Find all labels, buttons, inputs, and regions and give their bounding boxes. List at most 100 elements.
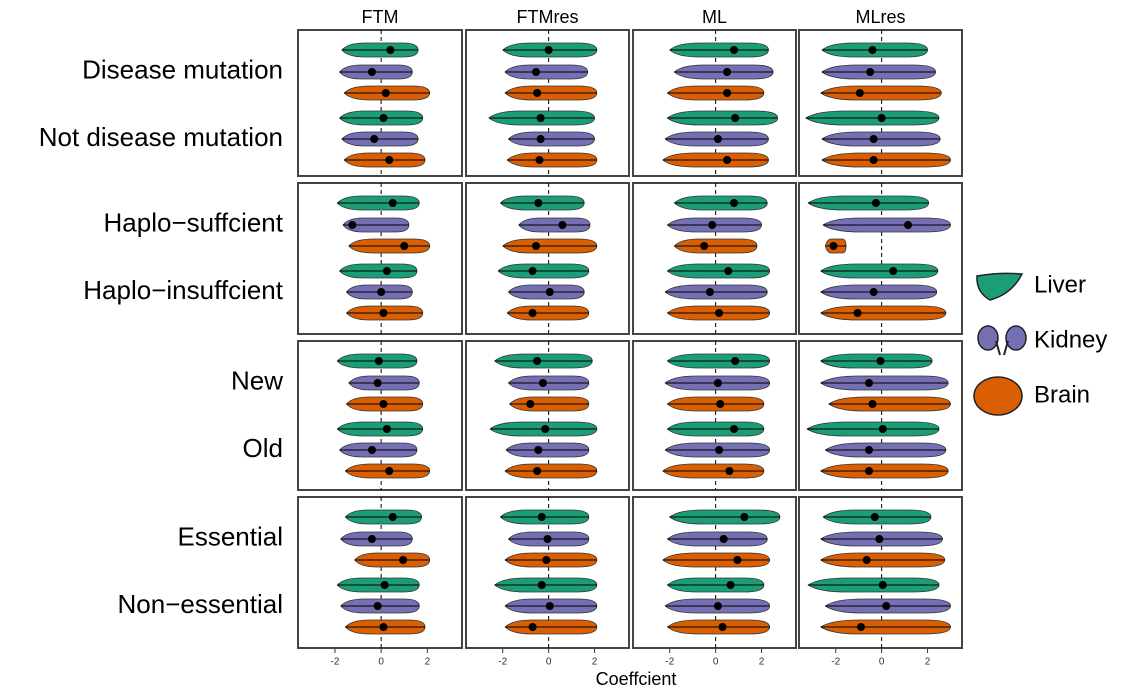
point-estimate xyxy=(379,400,387,408)
row-label: Haplo−insuffcient xyxy=(83,275,283,305)
point-estimate xyxy=(854,309,862,317)
point-estimate xyxy=(535,156,543,164)
point-estimate xyxy=(868,400,876,408)
point-estimate xyxy=(546,288,554,296)
row-label: New xyxy=(231,365,283,395)
point-estimate xyxy=(348,221,356,229)
point-estimate xyxy=(727,581,735,589)
point-estimate xyxy=(716,400,724,408)
point-estimate xyxy=(542,556,550,564)
x-tick-label: -2 xyxy=(665,657,674,668)
legend-icon xyxy=(978,326,998,350)
point-estimate xyxy=(856,89,864,97)
point-estimate xyxy=(533,357,541,365)
point-estimate xyxy=(539,379,547,387)
point-estimate xyxy=(385,467,393,475)
point-estimate xyxy=(870,156,878,164)
point-estimate xyxy=(379,114,387,122)
point-estimate xyxy=(879,425,887,433)
point-estimate xyxy=(882,602,890,610)
point-estimate xyxy=(708,221,716,229)
column-title: MLres xyxy=(855,7,905,27)
point-estimate xyxy=(537,135,545,143)
legend-label: Brain xyxy=(1034,381,1090,408)
point-estimate xyxy=(875,535,883,543)
point-estimate xyxy=(368,535,376,543)
legend-icon xyxy=(1006,326,1026,350)
point-estimate xyxy=(545,46,553,54)
legend-label: Kidney xyxy=(1034,326,1107,353)
point-estimate xyxy=(870,288,878,296)
point-estimate xyxy=(865,467,873,475)
x-tick-label: -2 xyxy=(498,657,507,668)
point-estimate xyxy=(382,89,390,97)
x-tick-label: 2 xyxy=(925,657,931,668)
point-estimate xyxy=(714,135,722,143)
point-estimate xyxy=(374,379,382,387)
legend-icon xyxy=(977,273,1022,300)
x-tick-label: 0 xyxy=(713,657,719,668)
row-label: Haplo−suffcient xyxy=(104,207,284,237)
column-title: FTM xyxy=(362,7,399,27)
point-estimate xyxy=(700,242,708,250)
point-estimate xyxy=(368,68,376,76)
row-label: Not disease mutation xyxy=(39,122,283,152)
x-tick-label: 0 xyxy=(879,657,885,668)
x-tick-label: 0 xyxy=(546,657,552,668)
point-estimate xyxy=(375,357,383,365)
point-estimate xyxy=(879,581,887,589)
chart: Coeffcient FTM-202FTMres-202ML-202MLres-… xyxy=(0,0,1122,693)
point-estimate xyxy=(870,135,878,143)
point-estimate xyxy=(720,535,728,543)
point-estimate xyxy=(715,446,723,454)
point-estimate xyxy=(379,309,387,317)
point-estimate xyxy=(381,581,389,589)
point-estimate xyxy=(377,288,385,296)
legend-label: Liver xyxy=(1034,271,1086,298)
point-estimate xyxy=(529,623,537,631)
point-estimate xyxy=(529,267,537,275)
point-estimate xyxy=(714,379,722,387)
point-estimate xyxy=(829,242,837,250)
point-estimate xyxy=(877,357,885,365)
point-estimate xyxy=(370,135,378,143)
point-estimate xyxy=(532,242,540,250)
x-tick-label: 0 xyxy=(378,657,384,668)
column-title: ML xyxy=(702,7,727,27)
point-estimate xyxy=(725,467,733,475)
point-estimate xyxy=(379,623,387,631)
point-estimate xyxy=(714,602,722,610)
point-estimate xyxy=(730,425,738,433)
point-estimate xyxy=(730,46,738,54)
point-estimate xyxy=(731,357,739,365)
row-label: Non−essential xyxy=(118,589,284,619)
legend-entry: Brain xyxy=(974,377,1090,415)
point-estimate xyxy=(889,267,897,275)
point-estimate xyxy=(878,114,886,122)
row-label: Disease mutation xyxy=(82,54,283,84)
point-estimate xyxy=(871,513,879,521)
point-estimate xyxy=(383,425,391,433)
point-estimate xyxy=(740,513,748,521)
point-estimate xyxy=(733,556,741,564)
point-estimate xyxy=(389,513,397,521)
point-estimate xyxy=(534,446,542,454)
point-estimate xyxy=(724,267,732,275)
legend-entry: Liver xyxy=(977,271,1086,300)
legend-entry: Kidney xyxy=(978,326,1107,355)
point-estimate xyxy=(526,400,534,408)
point-estimate xyxy=(537,114,545,122)
x-axis-title: Coeffcient xyxy=(596,669,677,689)
point-estimate xyxy=(868,46,876,54)
point-estimate xyxy=(866,68,874,76)
point-estimate xyxy=(538,581,546,589)
point-estimate xyxy=(541,425,549,433)
point-estimate xyxy=(529,309,537,317)
x-tick-label: -2 xyxy=(331,657,340,668)
point-estimate xyxy=(538,513,546,521)
point-estimate xyxy=(904,221,912,229)
column-title: FTMres xyxy=(517,7,579,27)
row-label: Old xyxy=(243,433,283,463)
point-estimate xyxy=(368,446,376,454)
point-estimate xyxy=(723,68,731,76)
